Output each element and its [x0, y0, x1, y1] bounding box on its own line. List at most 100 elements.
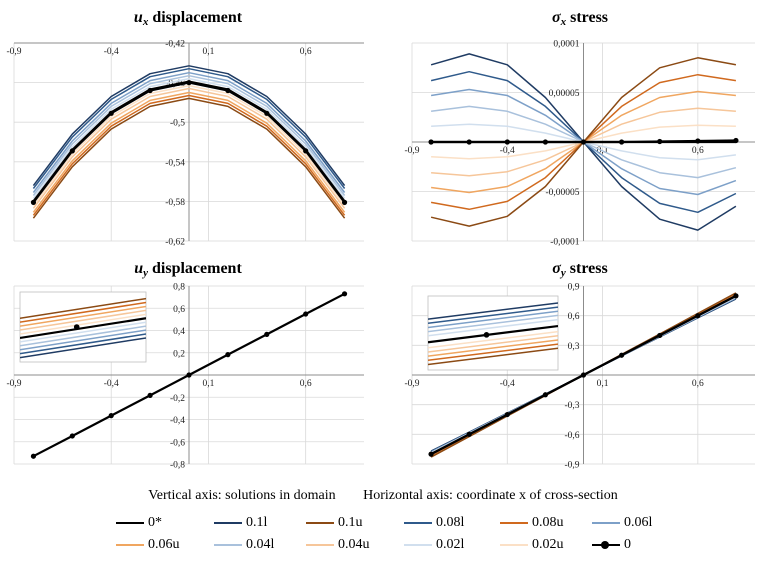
legend-swatch: [116, 522, 144, 524]
legend-swatch: [306, 522, 334, 524]
legend-label: 0.04u: [338, 537, 370, 552]
y-tick-label: 0,6: [173, 305, 185, 315]
y-tick-label: 0,00005: [549, 89, 580, 99]
data-point: [147, 87, 153, 94]
data-point: [303, 311, 309, 317]
x-tick-label: -0,4: [500, 379, 515, 389]
data-point: [341, 199, 348, 205]
x-tick-label: -0,9: [6, 379, 21, 389]
data-point: [733, 293, 739, 299]
y-tick-label: -0,0001: [550, 238, 580, 248]
series-line-0.04u: [32, 87, 346, 209]
legend-caption: Vertical axis: solutions in domain Horiz…: [0, 488, 766, 504]
series-group: [30, 291, 348, 459]
data-point: [580, 372, 587, 378]
data-point: [466, 431, 472, 437]
legend-label: 0.1l: [246, 515, 268, 530]
series-line-0.1l: [32, 65, 346, 187]
data-point: [264, 331, 270, 337]
legend-label: 0*: [148, 515, 162, 530]
data-point: [695, 313, 701, 319]
x-tick-label: -0,9: [404, 379, 419, 389]
legend-label: 0.06u: [148, 537, 180, 552]
legend-label: 0.04l: [246, 537, 275, 552]
y-tick-label: 0,2: [173, 349, 185, 359]
x-tick-label: 0,6: [692, 146, 704, 156]
data-point: [428, 451, 434, 457]
series-group: [30, 65, 348, 219]
data-point: [108, 110, 114, 116]
x-tick-label: -0,9: [404, 146, 419, 156]
inset-line-0.02l: [428, 318, 558, 337]
inset-line-0.06u: [20, 305, 146, 327]
x-tick-label: -0,4: [500, 146, 515, 156]
series-line-0.02l: [32, 77, 346, 199]
legend-swatch: [592, 540, 620, 549]
vertical-axis-caption: Vertical axis: solutions in domain: [148, 488, 336, 503]
y-tick-label: -0,58: [165, 198, 185, 208]
legend-item-0.02l: 0.02l: [404, 536, 464, 554]
data-point: [30, 453, 37, 459]
data-point: [225, 352, 231, 358]
inset-line-0.02l: [20, 321, 146, 343]
y-tick-label: 0,3: [568, 342, 580, 352]
y-tick-label: 0,0001: [553, 40, 579, 50]
data-point: [186, 372, 192, 378]
legend-swatch: [214, 544, 242, 546]
inset-line-0*: [20, 317, 146, 340]
series-line-0.1u: [32, 97, 346, 219]
legend: Vertical axis: solutions in domain Horiz…: [0, 486, 766, 562]
inset-line-0.04u: [428, 335, 558, 353]
inset-line-0.04l: [428, 314, 558, 333]
legend-label: 0.02l: [436, 537, 465, 552]
inset-marker: [73, 324, 80, 330]
legend-label: 0.08l: [436, 515, 465, 530]
y-tick-label: -0,9: [564, 461, 579, 471]
y-tick-label: -0,2: [170, 394, 185, 404]
data-point: [657, 332, 663, 339]
chart-title: σy stress: [552, 260, 607, 279]
legend-swatch: [500, 544, 528, 546]
y-tick-label: -0,4: [170, 416, 185, 426]
inset-line-0.1u: [20, 297, 146, 319]
x-tick-label: 0,6: [692, 379, 704, 389]
y-tick-label: 0,8: [173, 283, 185, 293]
legend-label: 0.02u: [532, 537, 564, 552]
series-line-0.04l: [32, 74, 346, 196]
data-point: [30, 199, 37, 205]
inset-line-0.08u: [428, 343, 558, 362]
inset-line-0.06l: [20, 329, 146, 351]
inset-line-0.06l: [428, 310, 558, 329]
data-point: [695, 138, 701, 144]
legend-label: 0.08u: [532, 515, 564, 530]
inset-line-0.1l: [20, 337, 146, 359]
series-line-0.08u: [32, 94, 346, 216]
legend-label: 0.1u: [338, 515, 363, 530]
data-point: [504, 411, 510, 418]
data-point: [542, 139, 548, 145]
inset-line-0.04l: [20, 325, 146, 347]
x-tick-label: 0,1: [203, 47, 215, 57]
y-tick-label: 0,6: [568, 312, 580, 322]
legend-item-0*: 0*: [116, 514, 162, 532]
data-point: [69, 433, 75, 439]
series-line-0.08l: [32, 67, 346, 189]
data-point: [466, 139, 472, 145]
legend-label: 0.06l: [624, 515, 653, 530]
legend-item-0.06u: 0.06u: [116, 536, 180, 554]
legend-swatch: [306, 544, 334, 546]
chart-sigma-y-stress: σy stress -0,9 -0,4 0,1 0,6 -0,9 -0,6 -0,3 0,3 0…: [404, 260, 755, 471]
data-point: [542, 392, 548, 398]
inset-line-0.1l: [428, 302, 558, 320]
inset-line-0.04u: [20, 309, 146, 331]
y-tick-label: -0,8: [170, 461, 185, 471]
data-point: [619, 352, 625, 358]
data-point: [733, 137, 739, 144]
data-point: [69, 148, 75, 154]
x-tick-label: 0,6: [300, 379, 312, 389]
data-point: [225, 87, 231, 94]
data-point: [341, 291, 348, 297]
legend-item-0.1u: 0.1u: [306, 514, 363, 532]
legend-swatch: [404, 522, 432, 524]
legend-item-0: 0: [592, 536, 631, 554]
